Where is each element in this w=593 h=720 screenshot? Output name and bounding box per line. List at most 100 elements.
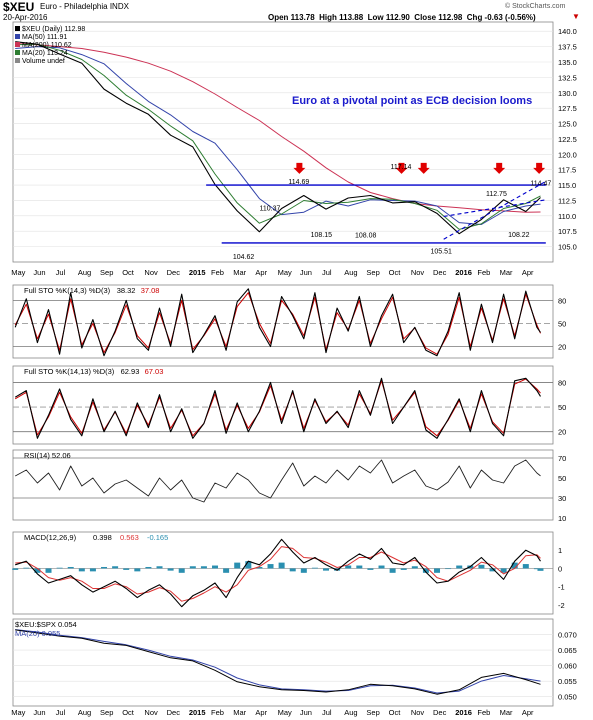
macd-tick-label: -2 — [558, 601, 565, 610]
macd-histogram-bar — [400, 568, 407, 570]
macd-histogram-bar — [12, 568, 19, 570]
ratio-legend: $XEU:$SPX 0.054 — [15, 620, 77, 629]
x-axis-label-bottom: Oct — [122, 708, 135, 717]
sto-slow-tick-label: 50 — [558, 403, 566, 412]
macd-histogram-bar — [123, 568, 130, 570]
x-axis-label-top: 2016 — [455, 268, 472, 277]
price-point-label: 114.69 — [288, 179, 309, 186]
x-axis-label-bottom: Apr — [255, 708, 267, 717]
resistance-arrow-icon — [533, 162, 546, 174]
macd-histogram-bar — [434, 568, 441, 573]
ratio-axis-tick-label: 0.060 — [558, 662, 577, 671]
x-axis-label-top: Feb — [477, 268, 490, 277]
macd-histogram-bar — [289, 568, 296, 572]
legend-label: Volume undef — [22, 58, 65, 65]
macd-histogram-bar — [234, 562, 241, 569]
macd-legend-hist: -0.165 — [147, 533, 168, 542]
sto-fast-panel-frame — [12, 284, 554, 359]
x-axis-label-top: May — [11, 268, 25, 277]
macd-histogram-bar — [445, 568, 452, 570]
macd-histogram-bar — [200, 566, 207, 569]
x-axis-label-bottom: 2016 — [455, 708, 472, 717]
x-axis-label-top: Aug — [78, 268, 91, 277]
rsi-tick-label: 70 — [558, 454, 566, 463]
x-axis-label-bottom: Jun — [300, 708, 312, 717]
macd-histogram-bar — [500, 568, 507, 573]
x-axis-label-top: Jun — [300, 268, 312, 277]
x-axis-label-bottom: Nov — [411, 708, 425, 717]
macd-histogram-bar — [411, 566, 418, 569]
sto-fast-tick-label: 50 — [558, 319, 566, 328]
legend-swatch — [15, 42, 20, 47]
macd-histogram-bar — [78, 568, 85, 572]
x-axis-label-top: Apr — [255, 268, 267, 277]
price-axis-tick-label: 115.0 — [558, 181, 576, 190]
price-axis-tick-label: 137.5 — [558, 43, 577, 52]
price-axis-tick-label: 112.5 — [558, 196, 576, 205]
price-axis-tick-label: 135.0 — [558, 58, 577, 67]
price-point-label: 112.75 — [486, 191, 507, 198]
price-axis-tick-label: 140.0 — [558, 27, 577, 36]
price-point-label: 110.37 — [260, 206, 281, 213]
price-axis-tick-label: 125.0 — [558, 120, 577, 129]
ratio-ma-line — [15, 629, 541, 694]
price-axis-tick-label: 122.5 — [558, 135, 577, 144]
sto-slow-panel-frame — [12, 365, 554, 445]
price-axis-tick-label: 130.0 — [558, 89, 577, 98]
price-series-line — [15, 43, 541, 213]
x-axis-label-top: Feb — [211, 268, 224, 277]
macd-histogram-bar — [67, 566, 74, 569]
x-axis-label-top: Aug — [344, 268, 357, 277]
macd-histogram-bar — [223, 568, 230, 573]
sto-slow-legend: Full STO %K(14,13) %D(3) — [24, 367, 115, 376]
macd-histogram-bar — [134, 568, 141, 572]
rsi-legend: RSI(14) 52.06 — [24, 451, 71, 460]
x-axis-label-bottom: Aug — [344, 708, 357, 717]
price-point-label: 108.15 — [311, 232, 333, 239]
legend-label: $XEU (Daily) 112.98 — [22, 26, 85, 33]
x-axis-label-bottom: Dec — [433, 708, 447, 717]
macd-histogram-bar — [489, 568, 496, 572]
macd-histogram-bar — [245, 561, 252, 569]
macd-histogram-bar — [145, 566, 152, 569]
ratio-panel-frame — [12, 618, 554, 707]
x-axis-label-top: May — [278, 268, 292, 277]
sto-slow-legend-d: 67.03 — [145, 367, 164, 376]
macd-histogram-bar — [267, 564, 274, 569]
x-axis-label-bottom: Sep — [100, 708, 113, 717]
x-axis-label-top: Mar — [500, 268, 513, 277]
macd-histogram-bar — [389, 568, 396, 573]
x-axis-label-bottom: Jul — [322, 708, 332, 717]
x-axis-label-bottom: May — [11, 708, 25, 717]
x-axis-label-bottom: 2015 — [189, 708, 206, 717]
price-series-line — [15, 46, 541, 225]
macd-histogram-bar — [378, 565, 385, 569]
macd-histogram-bar — [367, 568, 374, 570]
price-axis-tick-label: 127.5 — [558, 104, 577, 113]
x-axis-label-top: Jul — [56, 268, 66, 277]
header-chg-arrow: ▼ — [572, 12, 580, 21]
x-axis-label-top: Apr — [522, 268, 534, 277]
macd-tick-label: 0 — [558, 564, 562, 573]
sto-slow-k-line — [14, 377, 541, 439]
legend-label: MA(20) 113.24 — [22, 50, 68, 57]
channel-line — [443, 180, 547, 240]
rsi-tick-label: 30 — [558, 494, 566, 503]
price-axis-tick-label: 107.5 — [558, 227, 577, 236]
ratio-legend-ma: MA(20) 0.055 — [15, 629, 60, 638]
rsi-panel-frame — [12, 449, 554, 521]
macd-histogram-bar — [334, 568, 341, 571]
legend-label: MA(50) 111.91 — [22, 34, 67, 41]
macd-histogram-bar — [478, 564, 485, 569]
macd-histogram-bar — [533, 568, 540, 570]
x-axis-label-top: Sep — [366, 268, 379, 277]
price-point-label: 108.08 — [355, 233, 377, 240]
x-axis-label-bottom: Feb — [477, 708, 490, 717]
sto-slow-tick-label: 80 — [558, 378, 566, 387]
legend-swatch — [15, 26, 20, 31]
x-axis-label-top: Nov — [411, 268, 425, 277]
macd-histogram-bar — [23, 567, 30, 569]
macd-histogram-bar — [278, 562, 285, 569]
